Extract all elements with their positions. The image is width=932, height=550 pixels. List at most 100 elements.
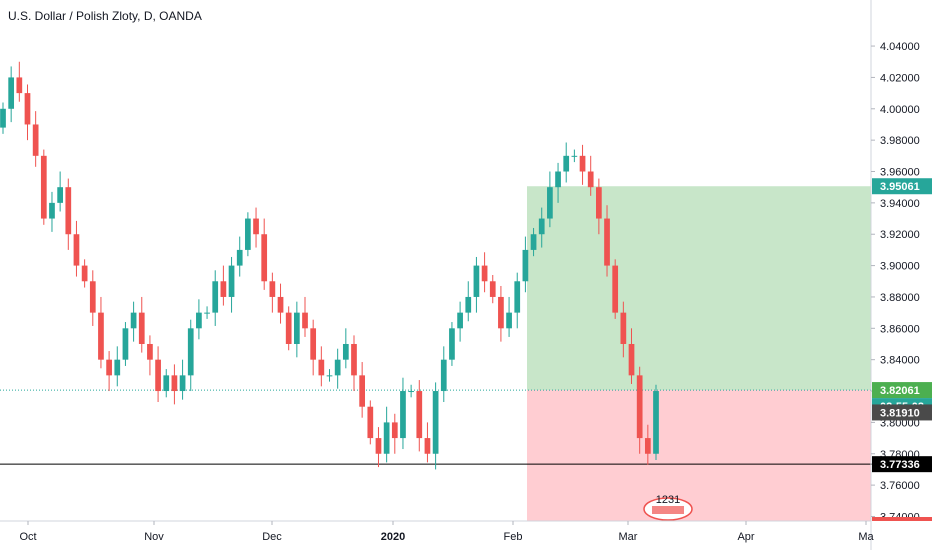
candle-body	[277, 296, 284, 313]
candle-body	[89, 281, 96, 313]
candle-body	[32, 124, 39, 156]
candle-body	[179, 375, 186, 392]
y-tick-label: 3.96000	[880, 167, 920, 179]
candle-body	[114, 359, 121, 376]
candle-body	[187, 328, 194, 376]
candle-body	[40, 155, 47, 219]
candle-body	[122, 328, 129, 360]
candle-body	[212, 281, 219, 313]
candle-body	[628, 343, 635, 376]
loss-zone[interactable]	[527, 390, 871, 521]
candle-body	[236, 249, 243, 266]
position-badge[interactable]: 1231	[643, 494, 693, 521]
price-tag-label: 3.77336	[880, 459, 920, 471]
x-tick-label: Feb	[504, 531, 523, 543]
candle-body	[8, 77, 15, 109]
price-tag-label: 3.82061	[880, 385, 920, 397]
badge-text: 1231	[656, 494, 680, 506]
y-tick-label: 3.92000	[880, 229, 920, 241]
candle-body	[228, 265, 235, 297]
candle-body	[416, 391, 423, 439]
candle-body	[571, 155, 578, 157]
candle-body	[326, 375, 333, 377]
candle-body	[196, 312, 202, 329]
candle-body	[24, 93, 31, 125]
candle-body	[579, 155, 586, 172]
candle-body	[522, 249, 529, 282]
candle-body	[530, 234, 537, 250]
y-tick-label: 3.88000	[880, 292, 920, 304]
candle-body	[547, 187, 553, 219]
candle-body	[587, 171, 594, 188]
price-tag	[872, 456, 932, 473]
candle-body	[465, 296, 472, 313]
candle-body	[310, 328, 317, 360]
x-tick-label: Nov	[144, 531, 164, 543]
candle-body	[138, 312, 145, 344]
price-tag-label: 3.81910	[880, 407, 920, 419]
candle-body	[563, 155, 570, 172]
candle-body	[106, 359, 112, 376]
candle-body	[457, 312, 463, 329]
candle-body	[400, 391, 406, 439]
candle-body	[375, 438, 382, 454]
candle-body	[163, 375, 170, 392]
y-tick-label: 3.84000	[880, 355, 920, 367]
candle-body	[293, 312, 300, 344]
candle-body	[269, 281, 276, 297]
candle-body	[171, 375, 178, 392]
candle-body	[604, 218, 610, 266]
candle-body	[596, 187, 602, 219]
x-tick-label: Oct	[19, 531, 36, 543]
x-tick-label: Apr	[737, 531, 754, 543]
price-tag	[872, 404, 932, 421]
candle-body	[449, 328, 455, 360]
candle-body	[408, 391, 414, 393]
candle-body	[318, 359, 325, 376]
y-tick-label: 3.98000	[880, 135, 920, 147]
candle-body	[342, 343, 349, 360]
y-tick-label: 3.76000	[880, 480, 920, 492]
candle-body	[644, 438, 651, 454]
candle-body	[391, 422, 398, 439]
candle-body	[498, 296, 504, 329]
candle-body	[147, 343, 153, 360]
candle-body	[473, 265, 480, 297]
candle-body	[489, 281, 496, 297]
chart-title: U.S. Dollar / Polish Zloty, D, OANDA	[8, 9, 202, 23]
candle-body	[285, 312, 292, 344]
y-tick-label: 4.00000	[880, 104, 920, 116]
time-axis[interactable]: Oct Nov Dec 2020 Feb Mar Apr Ma	[19, 521, 875, 543]
candle-body	[81, 265, 88, 282]
candle-body	[302, 312, 308, 329]
candle-body	[253, 218, 259, 235]
price-tag	[872, 382, 932, 399]
candle-body	[0, 108, 6, 128]
candle-body	[155, 359, 161, 392]
price-tag	[872, 178, 932, 195]
x-tick-label: Dec	[262, 531, 282, 543]
stop-loss-marker	[872, 517, 932, 521]
candle-body	[49, 202, 55, 219]
flag-icon	[652, 506, 684, 514]
candle-body	[612, 265, 619, 313]
y-tick-label: 4.04000	[880, 41, 920, 53]
candle-body	[636, 375, 643, 439]
candle-body	[16, 77, 23, 94]
price-tag-label: 3.95061	[880, 181, 920, 193]
candle-body	[245, 218, 251, 250]
candle-body	[620, 312, 627, 344]
y-tick-label: 3.94000	[880, 198, 920, 210]
candle-body	[481, 265, 488, 282]
candle-body	[98, 312, 104, 360]
candle-body	[514, 281, 521, 313]
candle-body	[73, 234, 80, 266]
y-tick-label: 3.86000	[880, 323, 920, 335]
candle-body	[334, 359, 341, 376]
candle-body	[653, 391, 659, 454]
x-tick-label: 2020	[381, 531, 405, 543]
profit-zone[interactable]	[527, 186, 871, 391]
candle-body	[506, 312, 512, 329]
y-tick-label: 4.02000	[880, 72, 920, 84]
